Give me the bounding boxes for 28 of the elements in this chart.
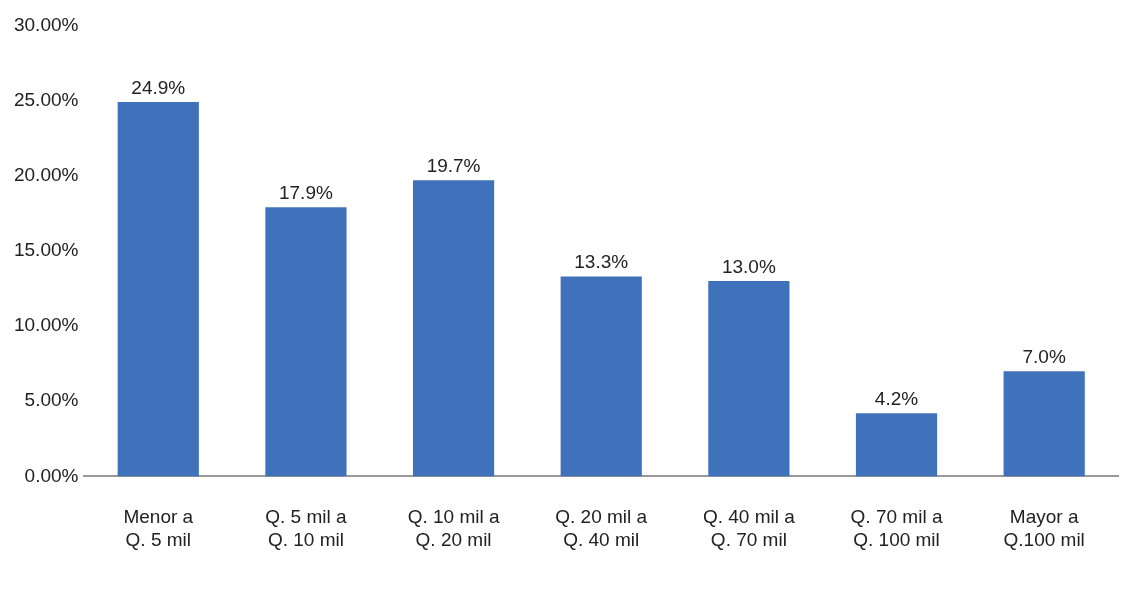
- data-label: 4.2%: [874, 387, 919, 409]
- y-tick-label: 25.00%: [13, 88, 79, 110]
- y-tick-label: 30.00%: [13, 13, 79, 35]
- bar: [1003, 371, 1085, 477]
- data-label: 13.0%: [721, 255, 776, 277]
- x-tick-label: Q. 40 mil a Q. 70 mil: [702, 506, 796, 550]
- data-label: 24.9%: [131, 76, 186, 98]
- x-tick-label: Q. 10 mil a Q. 20 mil: [407, 506, 500, 550]
- x-tick-label: Q. 70 mil a Q. 100 mil: [850, 506, 943, 550]
- bar: [265, 207, 347, 477]
- bar: [117, 102, 199, 477]
- y-tick-label: 0.00%: [24, 464, 79, 486]
- bar: [708, 280, 790, 477]
- x-tick-label: Q. 5 mil a Q. 10 mil: [265, 506, 347, 550]
- x-tick-label: Mayor a Q.100 mil: [1003, 506, 1085, 550]
- y-tick-label: 20.00%: [13, 163, 79, 185]
- data-label: 7.0%: [1022, 345, 1066, 367]
- data-label: 19.7%: [426, 154, 481, 176]
- x-tick-label: Q. 20 mil a Q. 40 mil: [555, 506, 648, 550]
- data-label: 13.3%: [574, 251, 629, 273]
- x-tick-label: Menor a Q. 5 mil: [123, 506, 194, 550]
- y-tick-label: 5.00%: [24, 389, 79, 411]
- bar: [560, 276, 642, 477]
- bar: [412, 180, 495, 477]
- y-tick-label: 15.00%: [13, 239, 79, 261]
- data-label: 17.9%: [278, 182, 333, 204]
- bar: [855, 413, 938, 477]
- y-tick-label: 10.00%: [13, 314, 79, 336]
